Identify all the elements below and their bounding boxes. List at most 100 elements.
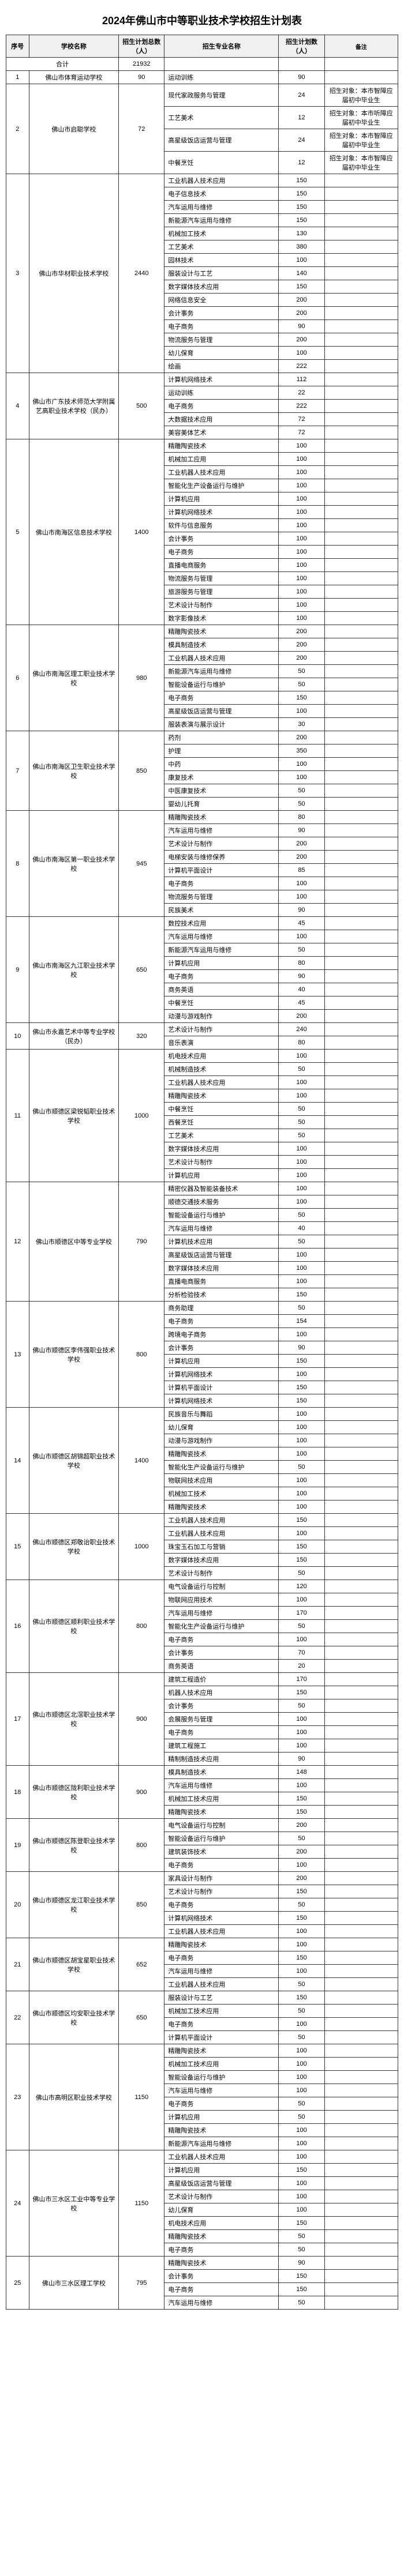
table-row: 7佛山市南海区卫生职业技术学校850药剂200 — [6, 731, 398, 744]
cell-plan: 150 — [279, 1540, 324, 1554]
cell-seq: 16 — [6, 1580, 29, 1673]
cell-remark — [324, 798, 398, 811]
cell-remark — [324, 731, 398, 744]
cell-major: 高星级饭店运营与管理 — [164, 129, 279, 152]
cell-major: 汽车运用与维修 — [164, 2084, 279, 2097]
cell-plan: 100 — [279, 506, 324, 519]
cell-seq: 18 — [6, 1766, 29, 1819]
cell-remark — [324, 996, 398, 1010]
cell-plan: 150 — [279, 2164, 324, 2177]
cell-plan: 100 — [279, 1421, 324, 1434]
cell-plan: 100 — [279, 2203, 324, 2217]
cell-remark — [324, 1222, 398, 1235]
cell-major: 计算机应用 — [164, 2164, 279, 2177]
cell-plan: 100 — [279, 1713, 324, 1726]
cell-major: 动漫与游戏制作 — [164, 1434, 279, 1447]
cell-total: 850 — [119, 731, 164, 811]
cell-major: 数字媒体技术应用 — [164, 1142, 279, 1156]
cell-plan: 50 — [279, 2230, 324, 2243]
cell-remark — [324, 1713, 398, 1726]
cell-major: 会计事务 — [164, 532, 279, 546]
cell-remark — [324, 2137, 398, 2150]
cell-remark — [324, 890, 398, 904]
cell-plan: 50 — [279, 1567, 324, 1580]
cell-major: 网络信息安全 — [164, 294, 279, 307]
cell-major: 精雕陶瓷技术 — [164, 439, 279, 453]
cell-school: 佛山市顺德区郑敬诒职业技术学校 — [29, 1514, 119, 1580]
cell-remark — [324, 174, 398, 187]
cell-major: 电子商务 — [164, 546, 279, 559]
cell-seq: 25 — [6, 2257, 29, 2310]
cell-remark — [324, 864, 398, 877]
cell-major: 工业机器人技术应用 — [164, 1514, 279, 1527]
cell-major: 服装表演与展示设计 — [164, 718, 279, 731]
cell-major: 精雕陶瓷技术 — [164, 1938, 279, 1951]
cell-major: 会计事务 — [164, 1646, 279, 1660]
cell-major: 计算机网络技术 — [164, 1912, 279, 1925]
cell-remark — [324, 1010, 398, 1023]
cell-remark — [324, 1646, 398, 1660]
cell-seq: 2 — [6, 84, 29, 174]
cell-seq: 15 — [6, 1514, 29, 1580]
cell-plan: 150 — [279, 1806, 324, 1819]
cell-plan: 222 — [279, 400, 324, 413]
cell-plan: 50 — [279, 1898, 324, 1912]
cell-major: 机械加工应用 — [164, 453, 279, 466]
cell-remark — [324, 758, 398, 771]
cell-plan: 170 — [279, 1607, 324, 1620]
cell-remark — [324, 1580, 398, 1593]
cell-major: 建筑工程施工 — [164, 1739, 279, 1753]
cell-plan: 50 — [279, 784, 324, 798]
cell-school: 佛山市南海区第一职业技术学校 — [29, 811, 119, 917]
cell-remark — [324, 1063, 398, 1076]
cell-plan: 100 — [279, 1156, 324, 1169]
cell-plan: 200 — [279, 837, 324, 851]
cell-remark — [324, 1792, 398, 1806]
cell-plan: 100 — [279, 1262, 324, 1275]
cell-plan: 100 — [279, 1195, 324, 1209]
cell-remark — [324, 1978, 398, 1991]
cell-plan: 50 — [279, 1978, 324, 1991]
cell-major: 直播电商服务 — [164, 1275, 279, 1288]
cell-remark — [324, 2177, 398, 2190]
cell-major: 中药 — [164, 758, 279, 771]
cell-plan: 30 — [279, 718, 324, 731]
cell-remark — [324, 1156, 398, 1169]
cell-school: 佛山市广东技术师范大学附属艺高职业技术学校（民办） — [29, 373, 119, 439]
cell-major: 幼儿保育 — [164, 1421, 279, 1434]
cell-remark — [324, 2018, 398, 2031]
cell-remark — [324, 1447, 398, 1461]
cell-remark — [324, 492, 398, 506]
cell-major: 分析检验技术 — [164, 1288, 279, 1302]
cell-remark — [324, 2058, 398, 2071]
cell-major: 艺术设计与制作 — [164, 1156, 279, 1169]
table-row: 6佛山市南海区理工职业技术学校980精雕陶瓷技术200 — [6, 625, 398, 638]
cell-total: 900 — [119, 1673, 164, 1766]
cell-remark — [324, 983, 398, 996]
cell-remark — [324, 2124, 398, 2137]
cell-total: 800 — [119, 1302, 164, 1408]
cell-major: 护理 — [164, 744, 279, 758]
cell-plan: 200 — [279, 1819, 324, 1832]
cell-remark — [324, 453, 398, 466]
cell-remark — [324, 333, 398, 347]
table-row: 5佛山市南海区信息技术学校1400精雕陶瓷技术100 — [6, 439, 398, 453]
cell-plan: 100 — [279, 2018, 324, 2031]
cell-major: 电子商务 — [164, 970, 279, 983]
cell-remark — [324, 360, 398, 373]
cell-major: 机械制造技术 — [164, 1063, 279, 1076]
cell-remark — [324, 877, 398, 890]
cell-remark — [324, 2243, 398, 2257]
cell-major: 电子商务 — [164, 691, 279, 705]
cell-major: 汽车运用与维修 — [164, 930, 279, 943]
cell-plan: 50 — [279, 1209, 324, 1222]
cell-plan: 380 — [279, 240, 324, 254]
cell-plan: 150 — [279, 280, 324, 294]
cell-major: 艺术设计与制作 — [164, 1567, 279, 1580]
cell-major: 会展服务与管理 — [164, 1713, 279, 1726]
cell-remark — [324, 2257, 398, 2270]
table-row: 14佛山市顺德区胡锦超职业技术学校1400民族音乐与舞蹈100 — [6, 1408, 398, 1421]
cell-plan: 150 — [279, 1991, 324, 2005]
cell-major: 智能化生产设备运行与维护 — [164, 1461, 279, 1474]
cell-total: 1150 — [119, 2150, 164, 2257]
